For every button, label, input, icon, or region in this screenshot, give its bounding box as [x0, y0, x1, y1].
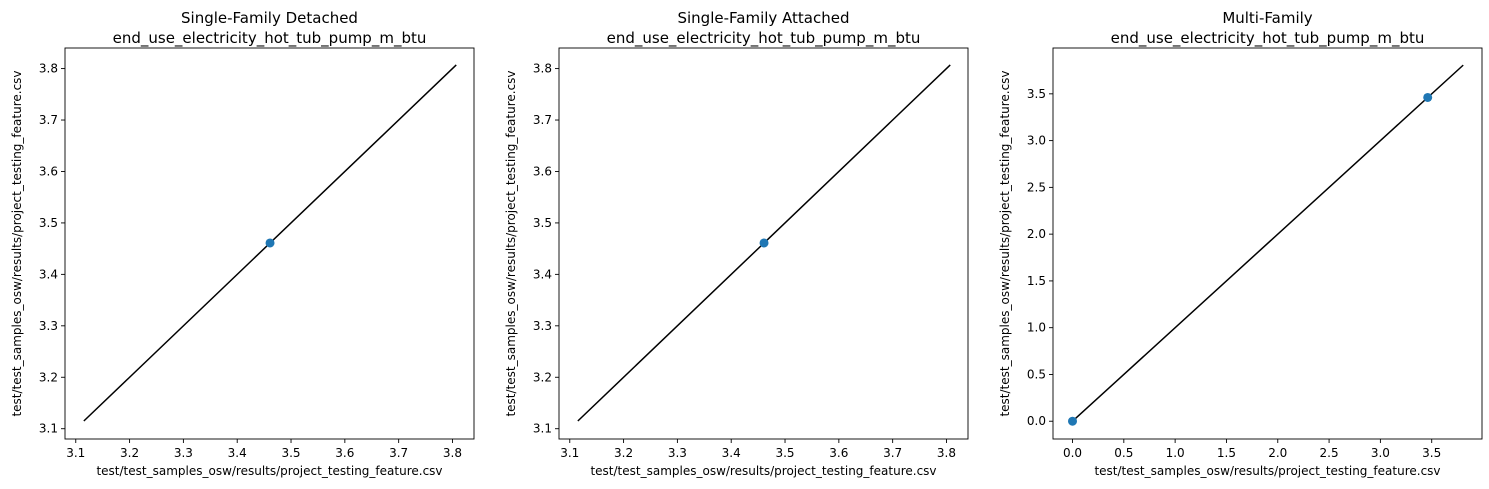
x-tick-label: 3.8 [443, 446, 462, 460]
y-tick-label: 3.8 [39, 62, 58, 76]
y-tick-label: 3.3 [39, 319, 58, 333]
chart-title: Multi-Family end_use_electricity_hot_tub_… [1111, 9, 1425, 48]
y-axis-label: test/test_samples_osw/results/project_te… [504, 70, 518, 416]
y-tick-label: 3.0 [1027, 134, 1046, 148]
x-axis-label: test/test_samples_osw/results/project_te… [590, 464, 936, 478]
y-tick-label: 2.0 [1027, 227, 1046, 241]
y-tick-label: 1.5 [1027, 274, 1046, 288]
reference-line [1071, 64, 1464, 422]
x-tick-label: 2.0 [1268, 446, 1287, 460]
chart-panel-1: Single-Family Detached end_use_electricit… [10, 9, 475, 478]
x-tick-label: 3.5 [281, 446, 300, 460]
x-tick-label: 3.2 [120, 446, 139, 460]
y-tick-label: 3.2 [533, 370, 552, 384]
y-tick-label: 3.6 [39, 164, 58, 178]
axes-frame [64, 47, 475, 440]
data-point [759, 238, 769, 248]
x-tick-label: 3.6 [829, 446, 848, 460]
x-tick-label: 0.0 [1063, 446, 1082, 460]
data-point [1068, 416, 1077, 426]
x-tick-label: 3.1 [66, 446, 85, 460]
axes-frame [558, 47, 969, 440]
data-point [1423, 92, 1433, 102]
data-point [265, 238, 275, 248]
x-tick-label: 3.7 [389, 446, 408, 460]
x-tick-label: 3.6 [335, 446, 354, 460]
x-tick-label: 3.0 [1371, 446, 1390, 460]
y-tick-label: 1.0 [1027, 321, 1046, 335]
x-axis-label: test/test_samples_osw/results/project_te… [96, 464, 442, 478]
x-tick-label: 1.0 [1166, 446, 1185, 460]
y-tick-label: 3.5 [533, 216, 552, 230]
x-tick-label: 3.2 [614, 446, 633, 460]
x-tick-label: 0.5 [1114, 446, 1133, 460]
chart-panel-2: Single-Family Attached end_use_electricit… [504, 9, 969, 478]
y-tick-label: 0.5 [1027, 367, 1046, 381]
x-tick-label: 1.5 [1217, 446, 1236, 460]
y-tick-label: 3.2 [39, 370, 58, 384]
y-axis-label: test/test_samples_osw/results/project_te… [10, 70, 24, 416]
y-tick-label: 2.5 [1027, 180, 1046, 194]
x-tick-label: 3.4 [722, 446, 741, 460]
y-tick-label: 3.3 [533, 319, 552, 333]
x-tick-label: 3.8 [937, 446, 956, 460]
y-tick-label: 3.4 [533, 267, 552, 281]
y-tick-label: 3.1 [533, 422, 552, 436]
x-tick-label: 3.5 [775, 446, 794, 460]
chart-title: Single-Family Detached end_use_electricit… [113, 9, 427, 48]
x-axis-label: test/test_samples_osw/results/project_te… [1094, 464, 1440, 478]
y-tick-label: 3.7 [39, 113, 58, 127]
y-tick-label: 0.0 [1027, 414, 1046, 428]
y-tick-label: 3.4 [39, 267, 58, 281]
x-tick-label: 3.5 [1422, 446, 1441, 460]
y-tick-label: 3.1 [39, 422, 58, 436]
y-tick-label: 3.5 [39, 216, 58, 230]
x-tick-label: 2.5 [1320, 446, 1339, 460]
x-tick-label: 3.3 [174, 446, 193, 460]
x-tick-label: 3.4 [228, 446, 247, 460]
axes-frame [1052, 47, 1483, 440]
y-tick-label: 3.5 [1027, 87, 1046, 101]
y-axis-label: test/test_samples_osw/results/project_te… [998, 70, 1012, 416]
chart-title: Single-Family Attached end_use_electricit… [607, 9, 921, 48]
y-tick-label: 3.8 [533, 62, 552, 76]
chart-panel-3: Multi-Family end_use_electricity_hot_tub_… [998, 9, 1483, 478]
y-tick-label: 3.6 [533, 164, 552, 178]
y-tick-label: 3.7 [533, 113, 552, 127]
x-tick-label: 3.3 [668, 446, 687, 460]
x-tick-label: 3.1 [560, 446, 579, 460]
x-tick-label: 3.7 [883, 446, 902, 460]
